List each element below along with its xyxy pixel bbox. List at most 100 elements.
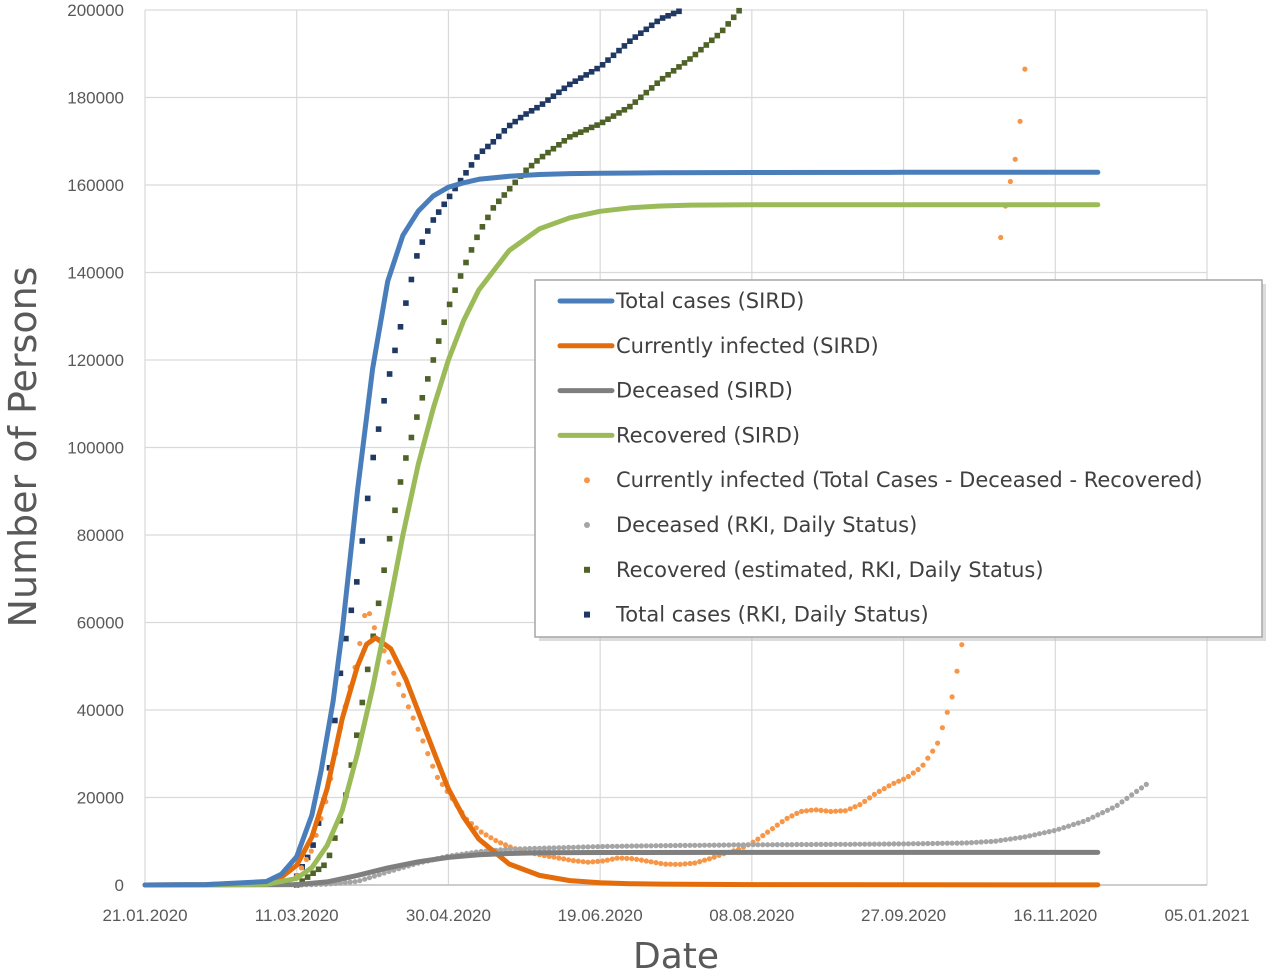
x-tick-label: 21.01.2020: [102, 906, 187, 925]
data-point: [468, 247, 475, 253]
data-point: [687, 842, 693, 848]
data-point: [498, 847, 504, 853]
data-point: [425, 228, 431, 234]
data-point: [915, 841, 921, 847]
data-point: [386, 535, 393, 542]
data-point: [371, 625, 377, 631]
legend-square-swatch: [584, 566, 590, 573]
data-point: [784, 815, 790, 822]
data-point: [857, 841, 863, 847]
data-point: [939, 725, 946, 731]
data-point: [485, 214, 491, 221]
data-point: [648, 843, 654, 849]
data-point: [1061, 825, 1067, 831]
data-point: [485, 143, 491, 150]
data-point: [364, 495, 371, 502]
data-point: [403, 455, 409, 461]
data-point: [528, 162, 535, 169]
data-point: [698, 46, 704, 53]
data-point: [1070, 821, 1077, 828]
data-point: [769, 826, 776, 832]
data-point: [567, 134, 573, 140]
legend-label: Total cases (RKI, Daily Status): [615, 603, 929, 627]
data-point: [352, 879, 358, 885]
data-point: [901, 776, 907, 782]
data-point: [676, 64, 682, 70]
data-point: [605, 116, 611, 122]
data-point: [501, 128, 508, 134]
data-point: [905, 773, 912, 780]
data-point: [910, 841, 916, 847]
data-point: [321, 862, 327, 869]
series-line: [142, 169, 1101, 888]
data-point: [502, 842, 509, 848]
data-point: [556, 855, 562, 861]
data-point: [670, 10, 677, 17]
data-point: [871, 791, 878, 798]
data-point: [632, 34, 639, 40]
data-point: [488, 835, 494, 841]
x-tick-label: 16.11.2020: [1013, 906, 1097, 925]
data-point: [862, 841, 868, 847]
data-point: [735, 842, 742, 848]
data-point: [506, 185, 513, 192]
data-point: [638, 857, 645, 863]
data-point: [501, 192, 508, 198]
legend-square-swatch: [584, 611, 590, 618]
data-point: [736, 7, 742, 14]
data-point: [634, 856, 640, 862]
data-point: [905, 841, 912, 847]
data-point: [692, 51, 699, 58]
data-point: [852, 804, 858, 810]
data-point: [627, 38, 633, 44]
data-point: [629, 843, 635, 849]
data-point: [446, 193, 453, 200]
data-point: [857, 802, 863, 808]
data-point: [867, 795, 873, 801]
data-point: [610, 113, 617, 119]
data-point: [867, 841, 873, 847]
data-point: [716, 842, 722, 848]
data-point: [391, 670, 397, 676]
data-point: [663, 861, 669, 867]
x-tick-label: 11.03.2020: [255, 906, 339, 925]
data-point: [638, 843, 645, 849]
data-point: [588, 69, 595, 75]
data-point: [935, 740, 941, 746]
data-point: [522, 846, 528, 852]
data-point: [585, 859, 591, 865]
data-point: [430, 357, 437, 363]
data-point: [949, 840, 955, 846]
data-point: [594, 122, 600, 128]
data-point: [665, 72, 671, 78]
data-point: [842, 808, 848, 814]
data-point: [1012, 835, 1018, 841]
data-point: [600, 843, 606, 850]
data-point: [536, 845, 543, 851]
data-point: [308, 848, 314, 854]
data-point: [463, 259, 469, 266]
data-point: [493, 837, 499, 844]
data-point: [677, 842, 683, 849]
data-point: [561, 138, 568, 144]
data-point: [479, 148, 486, 154]
data-point: [886, 841, 892, 847]
data-point: [585, 844, 591, 850]
data-point: [852, 841, 858, 847]
data-point: [609, 843, 615, 849]
data-point: [310, 870, 316, 876]
data-point: [760, 833, 766, 839]
data-point: [862, 798, 868, 805]
data-point: [546, 845, 552, 851]
data-point: [539, 153, 546, 160]
x-tick-labels: 21.01.2020 11.03.2020 30.04.2020 19.06.2020…: [102, 906, 1249, 925]
y-tick-label: 0: [115, 876, 124, 895]
data-point: [1027, 833, 1033, 839]
data-point: [944, 709, 950, 715]
data-point: [808, 807, 814, 813]
data-point: [452, 185, 458, 192]
data-point: [789, 813, 795, 819]
data-point: [604, 857, 611, 863]
data-point: [638, 30, 644, 36]
data-point: [551, 845, 557, 851]
